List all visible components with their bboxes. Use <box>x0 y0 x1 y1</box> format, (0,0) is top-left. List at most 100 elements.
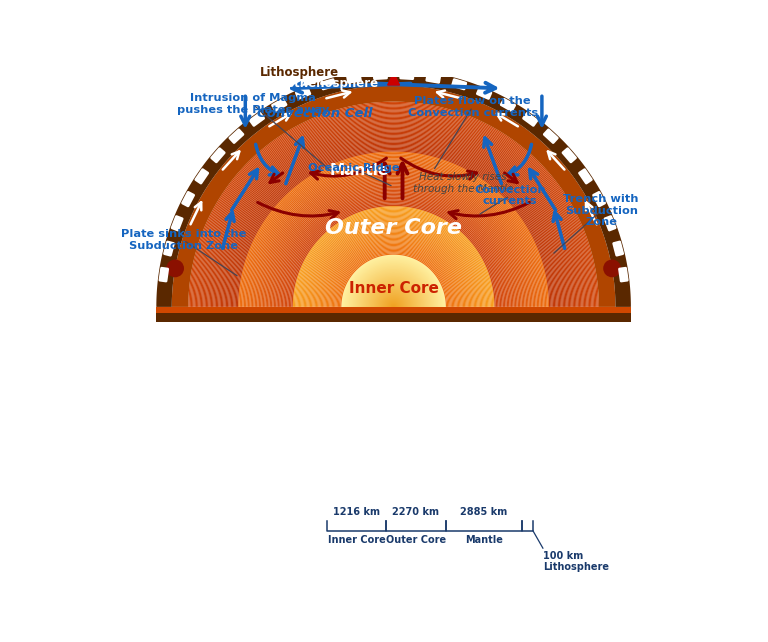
Polygon shape <box>305 218 482 307</box>
Polygon shape <box>212 125 575 307</box>
FancyBboxPatch shape <box>163 241 175 257</box>
Polygon shape <box>300 213 487 307</box>
Polygon shape <box>291 205 496 307</box>
FancyBboxPatch shape <box>500 98 516 112</box>
Polygon shape <box>222 135 565 307</box>
Polygon shape <box>217 130 570 307</box>
Polygon shape <box>368 281 419 307</box>
Polygon shape <box>303 216 485 307</box>
Polygon shape <box>210 124 577 307</box>
FancyBboxPatch shape <box>249 112 265 127</box>
Polygon shape <box>266 180 521 307</box>
Polygon shape <box>376 290 411 307</box>
Text: Mantle: Mantle <box>329 163 389 178</box>
Polygon shape <box>293 206 495 307</box>
Polygon shape <box>273 187 514 307</box>
Bar <box>157 313 631 322</box>
FancyBboxPatch shape <box>592 191 606 207</box>
Polygon shape <box>276 189 511 307</box>
Polygon shape <box>313 225 475 307</box>
Polygon shape <box>338 251 449 307</box>
FancyBboxPatch shape <box>194 168 209 184</box>
Polygon shape <box>241 154 546 307</box>
Polygon shape <box>216 129 571 307</box>
Polygon shape <box>363 277 424 307</box>
Text: Plate sinks into the
Subduction Zone: Plate sinks into the Subduction Zone <box>121 229 247 251</box>
Text: Heat slowly rises
through the Mantle: Heat slowly rises through the Mantle <box>412 172 513 194</box>
FancyBboxPatch shape <box>399 71 415 80</box>
Polygon shape <box>220 134 567 307</box>
FancyBboxPatch shape <box>476 87 492 100</box>
Polygon shape <box>339 252 449 307</box>
FancyBboxPatch shape <box>295 87 311 100</box>
Text: Lithosphere: Lithosphere <box>260 66 339 79</box>
Polygon shape <box>306 220 481 307</box>
Text: Inner Core: Inner Core <box>349 281 439 296</box>
Polygon shape <box>382 295 406 307</box>
Polygon shape <box>374 288 413 307</box>
Polygon shape <box>228 141 559 307</box>
Text: 2270 km: 2270 km <box>392 507 439 517</box>
FancyBboxPatch shape <box>210 147 226 163</box>
Text: Intrusion of Magma
pushes the Plates away: Intrusion of Magma pushes the Plates awa… <box>177 94 329 115</box>
FancyBboxPatch shape <box>228 128 244 144</box>
Polygon shape <box>230 143 558 307</box>
Polygon shape <box>389 302 399 307</box>
Polygon shape <box>289 202 498 307</box>
Polygon shape <box>190 104 597 307</box>
Polygon shape <box>285 198 502 307</box>
Polygon shape <box>204 118 583 307</box>
Polygon shape <box>214 128 573 307</box>
Polygon shape <box>240 153 548 307</box>
Polygon shape <box>355 268 432 307</box>
Polygon shape <box>321 234 466 307</box>
Polygon shape <box>346 259 442 307</box>
Polygon shape <box>298 211 489 307</box>
Polygon shape <box>287 200 500 307</box>
Polygon shape <box>307 221 480 307</box>
Polygon shape <box>327 240 460 307</box>
Text: Asthenosphere: Asthenosphere <box>280 77 379 90</box>
Polygon shape <box>333 246 455 307</box>
Polygon shape <box>270 183 518 307</box>
Polygon shape <box>336 250 451 307</box>
Polygon shape <box>273 186 515 307</box>
Polygon shape <box>192 105 595 307</box>
Polygon shape <box>391 304 396 307</box>
Polygon shape <box>282 195 505 307</box>
FancyBboxPatch shape <box>170 215 184 231</box>
Polygon shape <box>263 176 525 307</box>
Polygon shape <box>194 107 594 307</box>
Circle shape <box>603 259 621 277</box>
Polygon shape <box>280 194 507 307</box>
Polygon shape <box>357 270 430 307</box>
Polygon shape <box>359 272 429 307</box>
Polygon shape <box>279 193 508 307</box>
Text: Inner Core: Inner Core <box>328 535 386 545</box>
Polygon shape <box>294 207 493 307</box>
Polygon shape <box>283 196 504 307</box>
Polygon shape <box>328 241 459 307</box>
Polygon shape <box>220 133 568 307</box>
Polygon shape <box>299 212 488 307</box>
Polygon shape <box>233 146 554 307</box>
Polygon shape <box>202 116 585 307</box>
Polygon shape <box>252 165 535 307</box>
Text: Convection
currents: Convection currents <box>474 185 545 207</box>
FancyBboxPatch shape <box>158 267 169 282</box>
Polygon shape <box>356 269 432 307</box>
Polygon shape <box>261 175 526 307</box>
Polygon shape <box>188 101 599 307</box>
Polygon shape <box>226 139 561 307</box>
Polygon shape <box>259 172 528 307</box>
Polygon shape <box>311 224 476 307</box>
Text: Oceanic Ridge: Oceanic Ridge <box>308 164 400 173</box>
Polygon shape <box>257 171 530 307</box>
Polygon shape <box>247 160 541 307</box>
Polygon shape <box>359 273 428 307</box>
Polygon shape <box>322 235 465 307</box>
Text: Convection Cell: Convection Cell <box>257 107 372 119</box>
Polygon shape <box>245 159 542 307</box>
Polygon shape <box>271 184 516 307</box>
Polygon shape <box>266 178 521 307</box>
